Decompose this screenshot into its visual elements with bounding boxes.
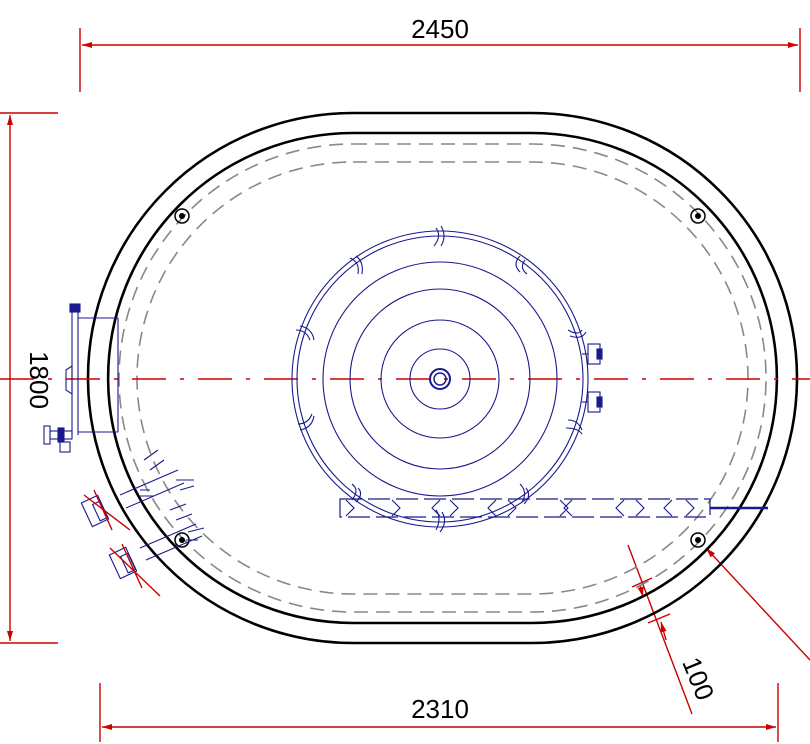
tank-outer-wall: [86, 111, 799, 645]
dimension-inner-length: 2310: [99, 683, 779, 742]
horizontal-pipe: [339, 498, 768, 518]
anchor-bolt: [174, 208, 190, 224]
manhole-fitting: [582, 391, 603, 413]
wall-offset-label: 100: [676, 653, 720, 704]
anchor-bolt: [690, 532, 706, 548]
dimension-overall-length: 2450: [79, 14, 801, 92]
central-manhole: [291, 230, 589, 528]
overall-width-label: 1800: [24, 351, 54, 409]
level-gauge: [43, 303, 119, 453]
inner-length-label: 2310: [411, 694, 469, 724]
manhole-clamps: [295, 225, 587, 533]
manhole-fitting: [582, 343, 603, 365]
nozzle: [108, 503, 205, 597]
dimension-wall-offset: 100: [627, 544, 810, 715]
anchor-bolt: [690, 208, 706, 224]
overall-length-label: 2450: [411, 14, 469, 44]
tank-hidden-lines: [118, 143, 767, 613]
dimension-overall-width: 1800: [0, 112, 58, 644]
nozzle: [80, 449, 195, 531]
